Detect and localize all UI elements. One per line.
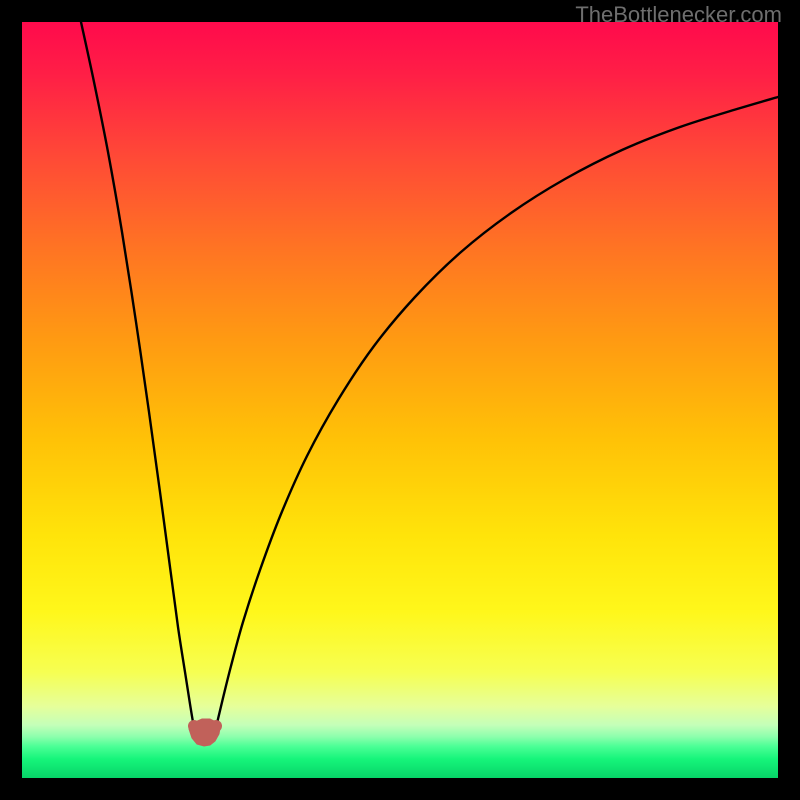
- optimum-notch-dot-right: [210, 720, 222, 732]
- curve-right-branch: [215, 97, 778, 731]
- watermark-text: TheBottlenecker.com: [575, 2, 782, 28]
- plot-area: [22, 22, 778, 778]
- bottleneck-curve-chart: [22, 22, 778, 778]
- curve-left-branch: [81, 22, 195, 731]
- optimum-notch-dot-left: [188, 720, 200, 732]
